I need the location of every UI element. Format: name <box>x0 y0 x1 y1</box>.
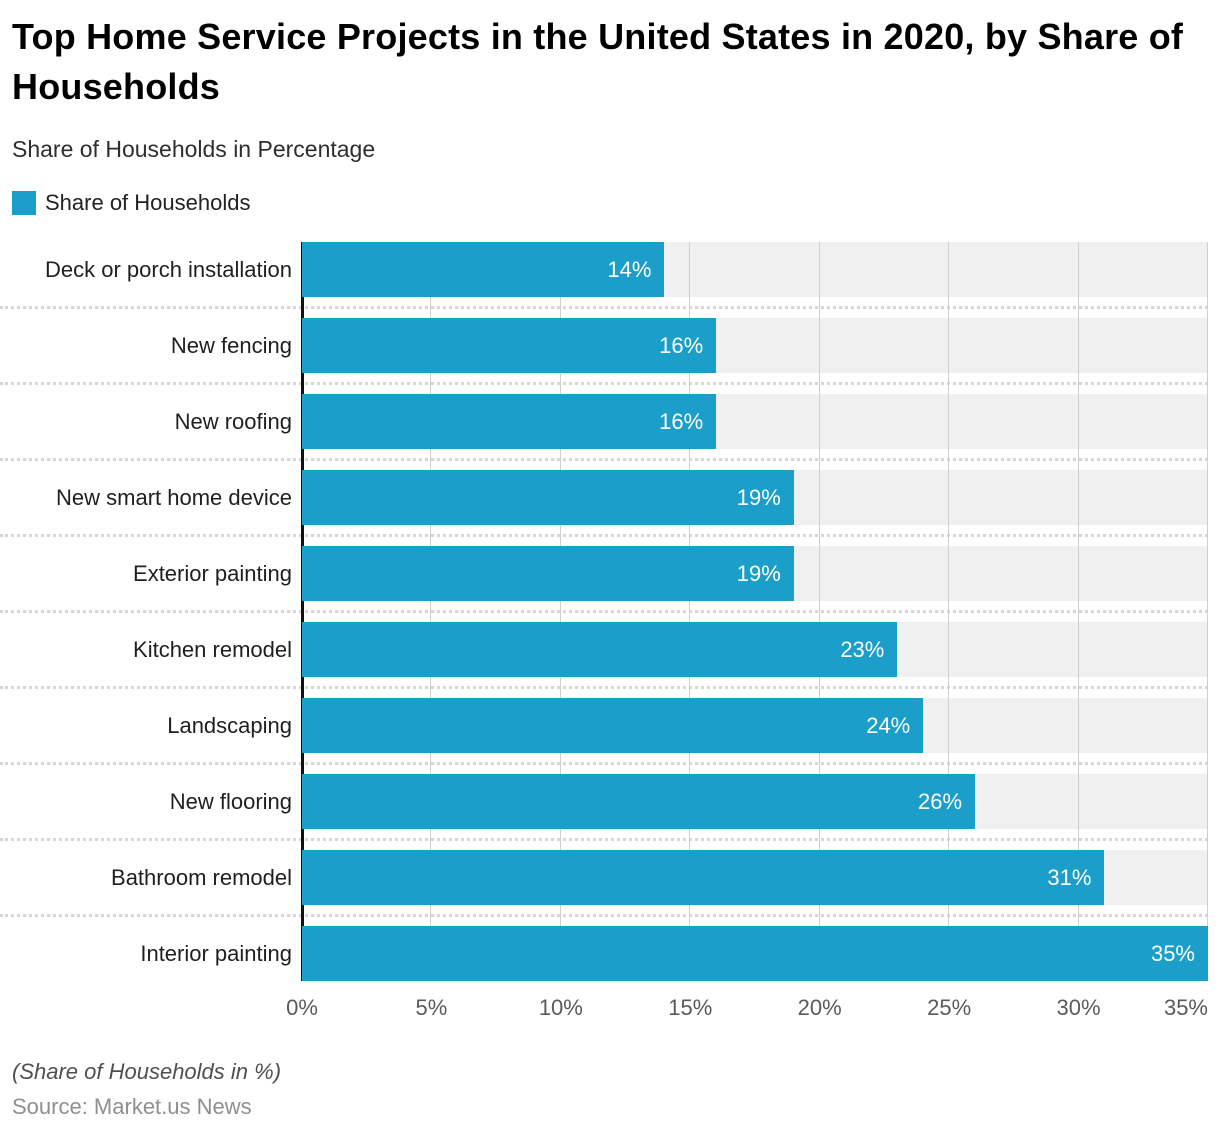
x-tick-label: 30% <box>1056 995 1101 1020</box>
category-label: Deck or porch installation <box>44 256 292 282</box>
bar: 23% <box>302 622 898 677</box>
category-label: New fencing <box>170 332 292 358</box>
bar-track: 24% <box>302 698 1208 753</box>
bar-row: Bathroom remodel 31% <box>12 850 1208 905</box>
bar-row: New fencing 16% <box>12 318 1208 373</box>
x-tick-label: 15% <box>668 995 713 1020</box>
row-separator-line <box>0 382 1208 385</box>
bar: 16% <box>302 318 717 373</box>
bar-value-label: 26% <box>917 788 963 814</box>
bar-row: Exterior painting 19% <box>12 546 1208 601</box>
footnote: (Share of Households in %) <box>12 1059 282 1084</box>
legend: Share of Households <box>12 190 1208 216</box>
bar-chart: Deck or porch installation 14% New fencing… <box>0 242 1208 1031</box>
category-label: Landscaping <box>167 712 292 738</box>
bar-row: New flooring 26% <box>12 774 1208 829</box>
x-tick-label: 5% <box>415 995 448 1020</box>
category-label: New roofing <box>174 408 292 434</box>
bar-track: 19% <box>302 470 1208 525</box>
bar: 35% <box>302 926 1208 981</box>
bar-value-label: 35% <box>1150 940 1195 966</box>
chart-subtitle: Share of Households in Percentage <box>12 136 376 162</box>
row-separator <box>0 373 1208 394</box>
bar: 19% <box>302 546 794 601</box>
category-label: New flooring <box>169 788 292 814</box>
row-separator <box>0 905 1208 926</box>
category-label: Interior painting <box>140 940 292 966</box>
bar-row: Interior painting 35% <box>12 926 1208 981</box>
bar: 24% <box>302 698 924 753</box>
category-label: Kitchen remodel <box>133 636 292 662</box>
bar-row: Deck or porch installation 14% <box>12 242 1208 297</box>
bar-value-label: 19% <box>736 484 781 510</box>
bar-track: 16% <box>302 394 1208 449</box>
category-label: Bathroom remodel <box>111 864 292 890</box>
x-tick-label: 20% <box>797 995 842 1020</box>
x-tick-label: 25% <box>927 995 972 1020</box>
bar-row: New roofing 16% <box>12 394 1208 449</box>
row-separator-line <box>0 686 1208 689</box>
bar-track: 26% <box>302 774 1208 829</box>
row-separator <box>0 449 1208 470</box>
bar-value-label: 16% <box>659 332 704 358</box>
bar-track: 19% <box>302 546 1208 601</box>
bar-row: Kitchen remodel 23% <box>12 622 1208 677</box>
x-tick-label: 35% <box>1163 995 1208 1020</box>
page-title: Top Home Service Projects in the United … <box>12 16 1184 107</box>
bar-track: 35% <box>302 926 1208 981</box>
chart-rows: Deck or porch installation 14% New fencing… <box>0 242 1208 981</box>
row-separator-line <box>0 610 1208 613</box>
row-separator <box>0 525 1208 546</box>
x-tick-label: 0% <box>286 995 318 1020</box>
bar-track: 14% <box>302 242 1208 297</box>
x-axis: 0% 5% 10% 15% 20% 25% 30% 35% <box>286 995 1208 1031</box>
row-separator <box>0 297 1208 318</box>
legend-swatch-icon <box>12 191 36 215</box>
bar-value-label: 19% <box>736 560 781 586</box>
bar-row: New smart home device 19% <box>12 470 1208 525</box>
row-separator-line <box>0 458 1208 461</box>
bar-track: 16% <box>302 318 1208 373</box>
category-label: Exterior painting <box>133 560 292 586</box>
x-tick-label: 10% <box>538 995 583 1020</box>
bar-value-label: 24% <box>866 712 911 738</box>
bar: 31% <box>302 850 1105 905</box>
row-separator-line <box>0 762 1208 765</box>
row-separator <box>0 829 1208 850</box>
bar-value-label: 14% <box>607 256 652 282</box>
bar-value-label: 31% <box>1047 864 1092 890</box>
bar-track: 31% <box>302 850 1208 905</box>
legend-label: Share of Households <box>45 190 251 215</box>
row-separator <box>0 753 1208 774</box>
bar: 16% <box>302 394 717 449</box>
row-separator-line <box>0 838 1208 841</box>
row-separator-line <box>0 914 1208 917</box>
bar-row: Landscaping 24% <box>12 698 1208 753</box>
category-label: New smart home device <box>56 484 292 510</box>
bar: 26% <box>302 774 976 829</box>
bar: 19% <box>302 470 794 525</box>
row-separator-line <box>0 534 1208 537</box>
source-credit: Source: Market.us News <box>12 1094 252 1119</box>
bar-value-label: 23% <box>840 636 885 662</box>
bar-track: 23% <box>302 622 1208 677</box>
bar: 14% <box>302 242 665 297</box>
row-separator <box>0 601 1208 622</box>
row-separator-line <box>0 306 1208 309</box>
row-separator <box>0 677 1208 698</box>
bar-value-label: 16% <box>659 408 704 434</box>
